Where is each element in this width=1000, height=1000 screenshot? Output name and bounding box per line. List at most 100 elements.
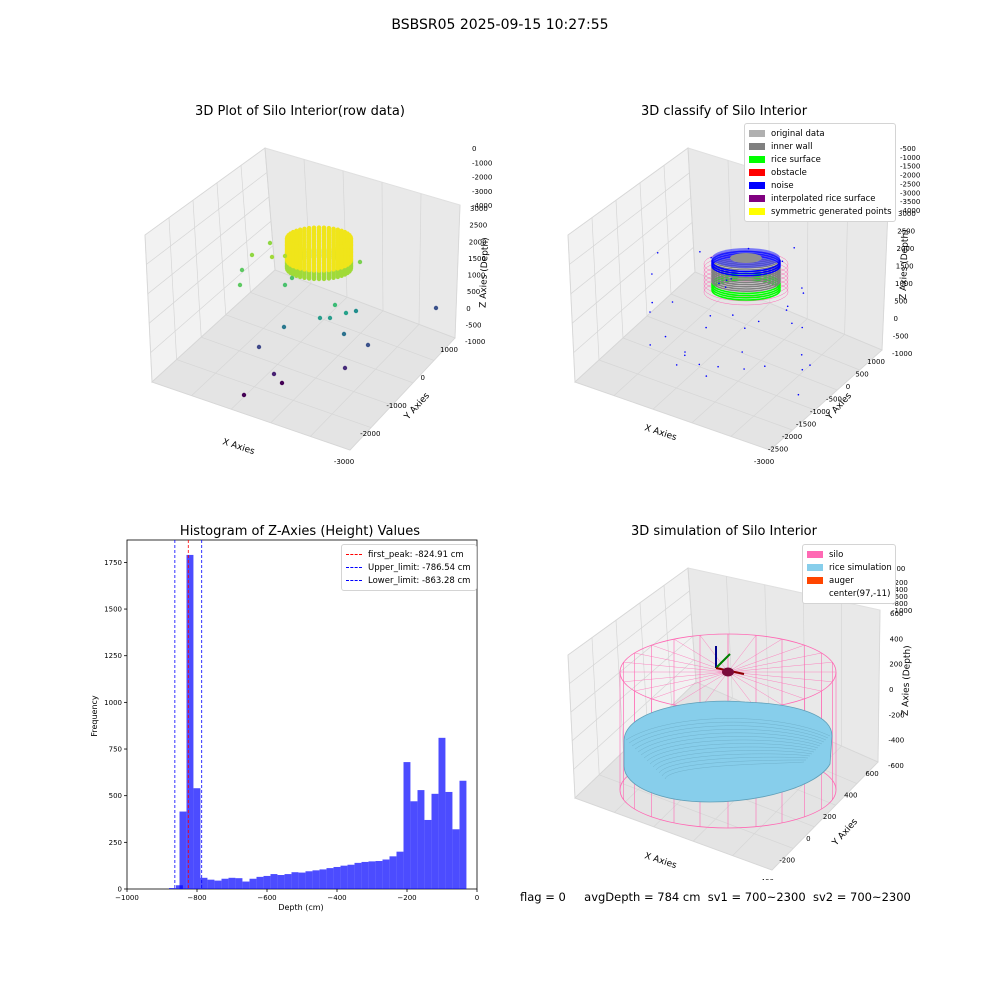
classify-x-axis-label: X Axies [643,423,678,443]
histogram-bar [228,877,236,889]
grid-line [573,246,694,353]
data-point [249,252,255,258]
simulation-3d-plot: -400-2000200400600-600-400-2000200400600… [567,565,913,880]
rice-mesh [646,743,817,762]
z-tick-label: -1000 [900,154,920,162]
grid-line [240,165,251,293]
x-tick-label: -2500 [768,446,788,454]
noise-point [705,375,708,377]
y-tick-label: 500 [894,298,907,306]
histogram-bar [340,865,348,889]
z-tick-label: -2500 [900,180,920,188]
data-point [290,229,296,235]
legend-swatch [807,551,823,558]
grid-line [225,314,414,384]
x-tick-label: 1000 [867,358,885,366]
rice-mesh [631,725,827,747]
raw-3d-axes-panes [144,147,461,451]
grid-line [146,172,268,265]
histogram-bar [438,737,446,889]
histogram-bar [452,829,460,889]
x-tick-label: 200 [823,813,836,821]
grid-line [150,245,274,353]
x-tick-label: -500 [826,396,842,404]
grid-line [574,797,773,871]
auger-axis-y [715,653,731,669]
noise-point [809,364,811,366]
raw-x-axis-label: X Axies [221,437,256,457]
silo-wire [727,671,783,706]
y-tick-label: -1000 [465,338,485,346]
sv1-value: sv1 = 700~2300 [707,890,806,904]
grid-line [646,315,838,391]
raw-z-axis-label: Z Axies (Depth) [479,237,491,308]
z-tick-label: -3500 [900,198,920,206]
grid-line [571,636,694,742]
noise-point [743,368,745,370]
grid-line [691,318,808,424]
noise-point [664,335,667,338]
legend-label: interpolated rice surface [771,193,876,204]
y-tick-label: 750 [109,746,122,754]
data-point [331,226,336,231]
legend-swatch [749,182,765,189]
noise-point [730,278,732,280]
noise-point [744,327,746,329]
grid-line [663,585,673,706]
noise-point [684,354,686,357]
simulation-legend: silo rice simulation auger center(97,-11) [802,544,896,604]
histogram-bar [186,554,194,889]
legend-swatch [807,590,823,597]
histogram-bar [284,874,292,889]
grid-line [349,337,456,451]
y-tick-label: 0 [894,315,898,323]
grid-line [567,234,576,383]
histogram-bar [291,872,299,889]
grid-line [570,197,692,295]
legend-label: first_peak: -824.91 cm [368,549,464,560]
legend-entry: interpolated rice surface [749,192,891,205]
y-tick-label: -500 [466,321,482,329]
histogram-plot: −1000 −800 −600 −400 −200 0 0 250 500 750 1000 1250… [90,539,479,912]
silo-wire [727,644,805,673]
data-point [342,365,348,371]
grid-line [687,147,696,273]
histogram-bar [375,861,383,889]
y-tick-label: 1500 [896,263,914,271]
grid-line [230,296,348,410]
data-point [282,253,288,259]
silo-wire [727,662,833,673]
data-point [316,225,322,230]
grid-line [201,336,393,406]
noise-point [800,354,803,356]
histogram-bar [305,871,313,889]
y-tick-label: 1000 [895,280,913,288]
simulation-z-axis-label: Z Axies (Depth) [901,645,913,716]
data-point [302,246,307,251]
data-point [294,228,299,233]
data-point [342,242,348,248]
silo-wire [699,635,729,673]
simulation-3d-ticks: -400-2000200400600-600-400-2000200400600… [758,565,912,880]
data-point [433,305,439,311]
histogram-bar [298,872,306,889]
legend-entry: silo [807,548,891,561]
z-tick-label: -500 [900,145,916,153]
classify-3d-ticks: -3000-2500-2000-1500-1000-50005001000-10… [754,145,921,466]
data-point [316,247,322,252]
histogram-bar [410,801,418,889]
silo-wire [727,671,822,692]
noise-point [791,322,793,325]
x-tick-label: 0 [806,835,810,843]
legend-entry: auger [807,574,891,587]
legend-label: silo [829,549,844,560]
grid-line [264,147,276,271]
figure-suptitle: BSBSR05 2025-09-15 10:27:55 [391,17,609,33]
classify-z-axis-label: Z Axies (Depth) [899,229,911,300]
x-tick-label: -200 [779,856,795,864]
data-point [302,226,307,231]
histogram-bar [326,868,334,889]
legend-swatch [749,195,765,202]
z-tick-label: -400 [892,586,908,594]
grid-line [569,590,690,684]
